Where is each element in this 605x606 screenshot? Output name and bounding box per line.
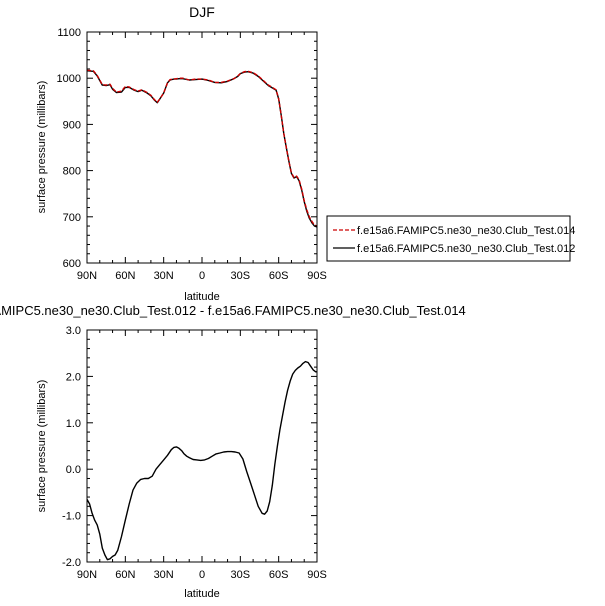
legend-label-1: f.e15a6.FAMIPC5.ne30_ne30.Club_Test.012 xyxy=(357,243,575,255)
y-axis-label: surface pressure (millibars) xyxy=(36,380,48,513)
x-tick-label: 60S xyxy=(269,270,289,282)
x-tick-label: 90N xyxy=(77,569,97,581)
y-tick-label: 1000 xyxy=(57,73,81,85)
x-tick-label: 90S xyxy=(307,569,327,581)
series-line-1 xyxy=(86,70,318,228)
plot-frame xyxy=(86,31,318,264)
y-tick-label: -2.0 xyxy=(62,557,81,569)
y-tick-label: 0.0 xyxy=(66,464,81,476)
x-tick-label: 60S xyxy=(269,569,289,581)
y-tick-label: 1100 xyxy=(57,27,81,39)
x-tick-label: 30N xyxy=(154,569,174,581)
x-tick-label: 90N xyxy=(77,270,97,282)
y-tick-label: 900 xyxy=(63,119,81,131)
x-tick-label: 30N xyxy=(154,270,174,282)
chart-title: f.e15a6.FAMIPC5.ne30_ne30.Club_Test.012 … xyxy=(0,303,466,318)
plot-area: 90N 60N 30N 0 30S 60S 90S -2.0 -1.0 0.0 1.0 2.0 3.0 xyxy=(62,325,327,581)
legend-label-0: f.e15a6.FAMIPC5.ne30_ne30.Club_Test.014 xyxy=(357,225,575,237)
y-tick-label: 1.0 xyxy=(66,418,81,430)
x-tick-label: 0 xyxy=(199,270,205,282)
x-axis-label: latitude xyxy=(184,588,219,600)
x-tick-label: 60N xyxy=(115,270,135,282)
legend: f.e15a6.FAMIPC5.ne30_ne30.Club_Test.014 … xyxy=(326,215,575,262)
top-chart: DJF 90N 60N 30N 0 30S 60S 90S 600 700 800 900 1000 1… xyxy=(36,4,575,303)
series-line-0 xyxy=(86,360,317,561)
x-tick-label: 60N xyxy=(115,569,135,581)
series-line-0 xyxy=(86,69,318,227)
bottom-chart: f.e15a6.FAMIPC5.ne30_ne30.Club_Test.012 … xyxy=(0,303,466,600)
chart-title: DJF xyxy=(189,4,215,20)
y-axis-label: surface pressure (millibars) xyxy=(36,81,48,214)
y-tick-label: 2.0 xyxy=(66,371,81,383)
y-tick-label: 3.0 xyxy=(66,325,81,337)
y-tick-label: 800 xyxy=(63,166,81,178)
plot-frame xyxy=(86,329,318,563)
legend-box xyxy=(326,215,571,262)
y-tick-label: 700 xyxy=(63,212,81,224)
x-tick-label: 90S xyxy=(307,270,327,282)
x-tick-label: 0 xyxy=(199,569,205,581)
x-tick-label: 30S xyxy=(231,270,251,282)
x-axis-label: latitude xyxy=(184,291,219,303)
y-tick-label: -1.0 xyxy=(62,511,81,523)
x-tick-label: 30S xyxy=(231,569,251,581)
plot-area: 90N 60N 30N 0 30S 60S 90S 600 700 800 900 1000 1100 xyxy=(57,27,327,282)
y-tick-label: 600 xyxy=(63,258,81,270)
